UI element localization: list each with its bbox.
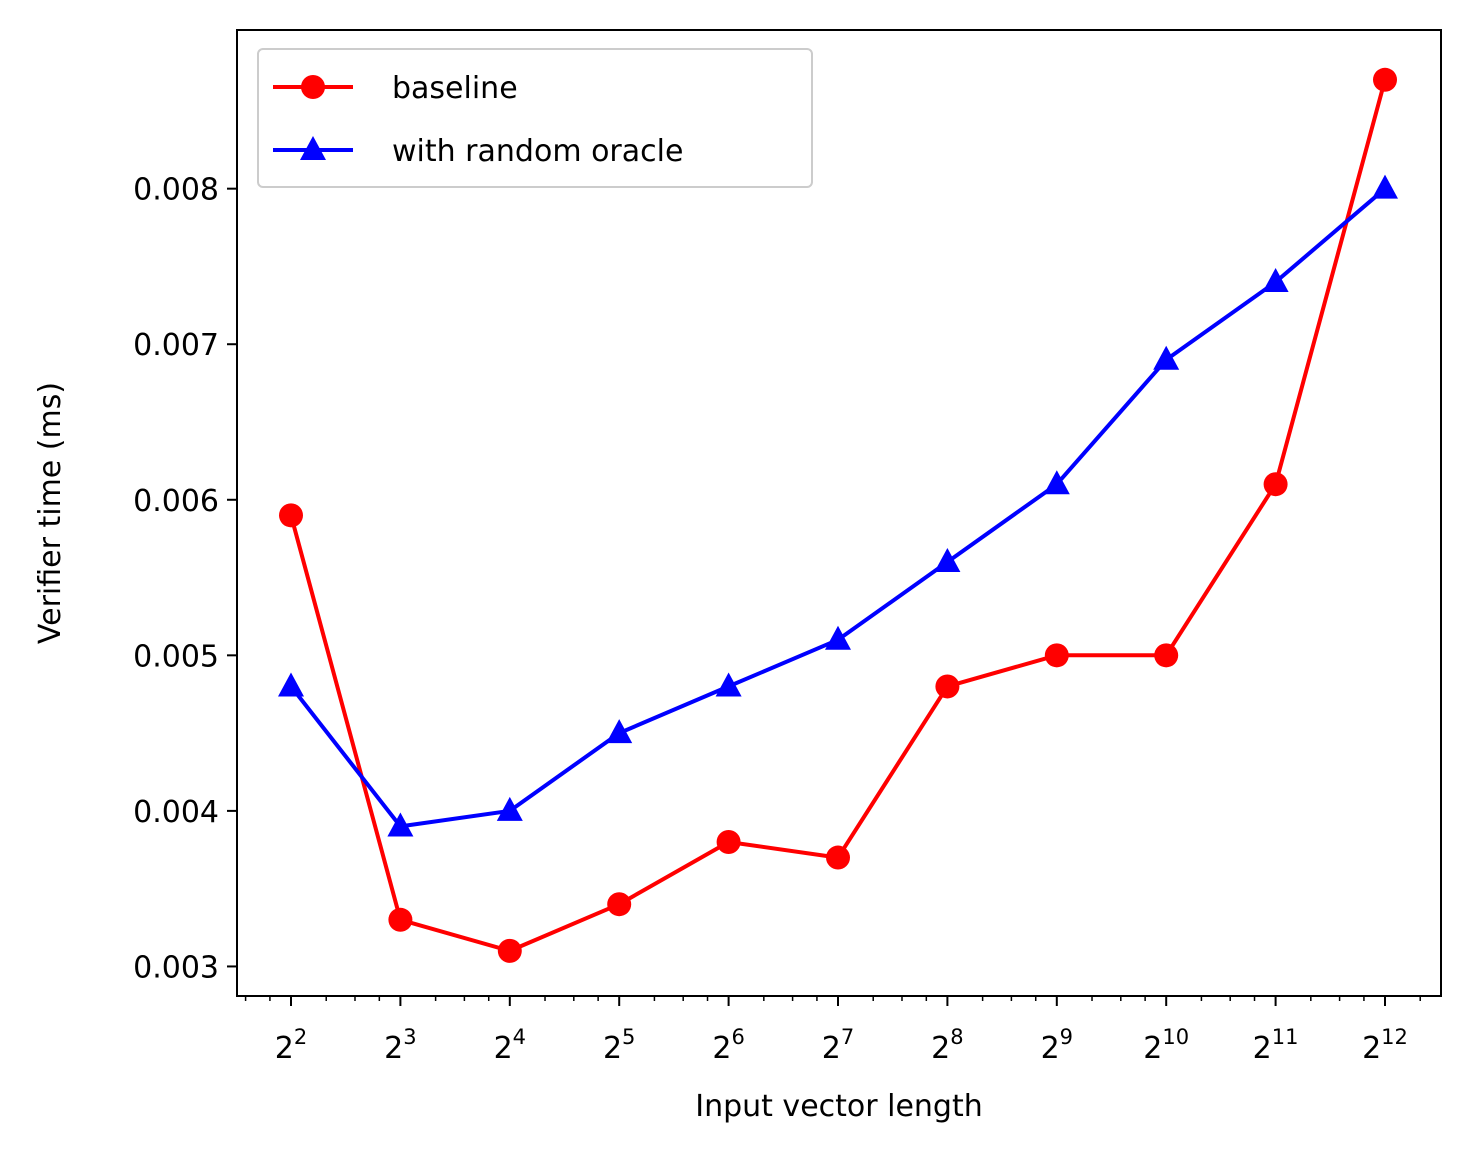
x-tick-label: 210 [1143, 1025, 1189, 1066]
x-tick-label: 29 [1041, 1025, 1073, 1066]
data-point-baseline [1154, 643, 1179, 668]
x-tick-label: 26 [712, 1025, 744, 1066]
x-tick-label: 27 [822, 1025, 854, 1066]
data-point-with-random-oracle [1262, 268, 1289, 292]
data-point-baseline [716, 830, 741, 854]
y-tick-label: 0.007 [133, 328, 219, 363]
y-axis: 0.003 0.004 0.005 0.006 0.007 0.008 [133, 173, 237, 985]
y-tick-label: 0.005 [133, 639, 219, 674]
x-tick-label: 23 [384, 1025, 416, 1066]
data-point-with-random-oracle [387, 812, 414, 837]
data-point-baseline [279, 503, 303, 528]
x-axis-label: Input vector length [695, 1089, 983, 1124]
data-point-baseline [1373, 67, 1397, 92]
data-point-with-random-oracle [606, 719, 633, 744]
x-axis: 22 23 24 25 26 27 28 29 210 211 212 [244, 996, 1421, 1066]
data-point-with-random-oracle [1153, 345, 1180, 370]
data-point-with-random-oracle [825, 625, 851, 650]
data-point-baseline [826, 845, 850, 870]
data-point-baseline [935, 674, 960, 699]
data-point-baseline [497, 938, 522, 963]
data-point-with-random-oracle [1043, 470, 1070, 495]
data-point-baseline [1263, 472, 1288, 497]
data-point-baseline [1044, 643, 1069, 668]
y-tick-label: 0.003 [133, 950, 219, 985]
data-point-with-random-oracle [1372, 174, 1398, 199]
data-point-with-random-oracle [496, 796, 523, 821]
series-layer [278, 67, 1398, 963]
data-point-with-random-oracle [715, 672, 742, 697]
x-tick-label: 211 [1253, 1025, 1299, 1066]
legend: baseline with random oracle [257, 48, 813, 188]
x-tick-label: 22 [275, 1025, 307, 1066]
legend-marker-baseline [301, 75, 325, 99]
data-point-baseline [388, 907, 413, 932]
x-tick-label: 212 [1362, 1025, 1408, 1066]
legend-marker-random-oracle [300, 136, 326, 160]
x-tick-label: 24 [494, 1025, 526, 1066]
data-point-with-random-oracle [278, 672, 304, 697]
y-tick-label: 0.008 [133, 173, 219, 208]
x-tick-label: 25 [603, 1025, 635, 1066]
y-tick-label: 0.006 [133, 484, 219, 519]
legend-label-random-oracle: with random oracle [392, 134, 683, 169]
y-axis-label: Verifier time (ms) [33, 382, 68, 644]
y-tick-label: 0.004 [133, 795, 219, 830]
data-point-baseline [607, 892, 632, 917]
x-tick-label: 28 [931, 1025, 963, 1066]
legend-label-baseline: baseline [392, 71, 518, 106]
data-point-with-random-oracle [934, 548, 961, 572]
legend-box [257, 48, 813, 188]
